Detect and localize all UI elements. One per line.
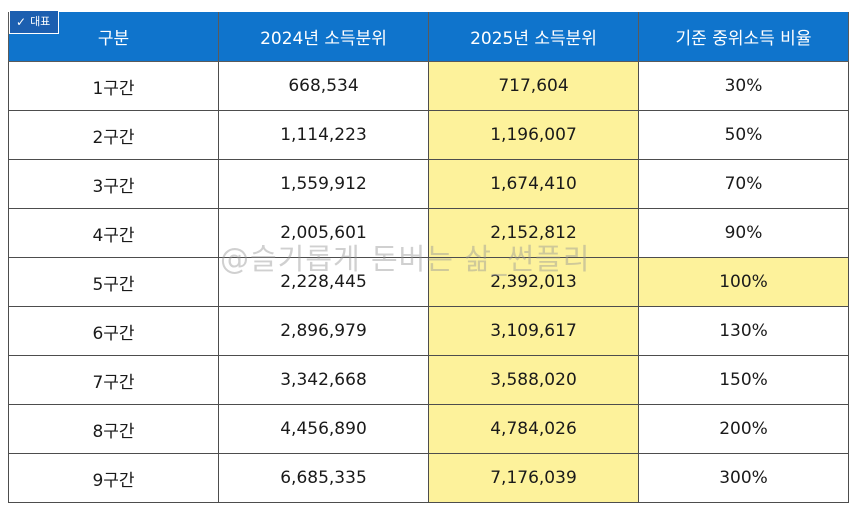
- cell-ratio: 30%: [638, 61, 849, 111]
- check-icon: ✓: [16, 15, 27, 29]
- cell-ratio: 200%: [638, 404, 849, 454]
- cell-ratio: 70%: [638, 159, 849, 209]
- table-row: 8구간 4,456,890 4,784,026 200%: [8, 404, 849, 454]
- cell-category: 6구간: [8, 306, 219, 356]
- cell-2025: 2,392,013: [428, 257, 639, 307]
- cell-ratio: 90%: [638, 208, 849, 258]
- table-row: 4구간 2,005,601 2,152,812 90%: [8, 208, 849, 258]
- cell-2024: 4,456,890: [218, 404, 429, 454]
- cell-ratio: 130%: [638, 306, 849, 356]
- header-2024: 2024년 소득분위: [218, 12, 429, 62]
- cell-2024: 2,005,601: [218, 208, 429, 258]
- cell-ratio: 50%: [638, 110, 849, 160]
- table-row: 9구간 6,685,335 7,176,039 300%: [8, 453, 849, 503]
- table-row: 3구간 1,559,912 1,674,410 70%: [8, 159, 849, 209]
- cell-2025: 3,109,617: [428, 306, 639, 356]
- table-row: 5구간 2,228,445 2,392,013 100%: [8, 257, 849, 307]
- cell-ratio: 150%: [638, 355, 849, 405]
- table-row: 7구간 3,342,668 3,588,020 150%: [8, 355, 849, 405]
- cell-2024: 2,896,979: [218, 306, 429, 356]
- cell-category: 3구간: [8, 159, 219, 209]
- cell-2024: 1,559,912: [218, 159, 429, 209]
- cell-2025: 3,588,020: [428, 355, 639, 405]
- cell-category: 9구간: [8, 453, 219, 503]
- cell-2025: 717,604: [428, 61, 639, 111]
- table-row: 1구간 668,534 717,604 30%: [8, 61, 849, 111]
- badge-label: 대표: [30, 15, 51, 28]
- cell-category: 8구간: [8, 404, 219, 454]
- income-bracket-table: 구분 2024년 소득분위 2025년 소득분위 기준 중위소득 비율 1구간 …: [8, 12, 849, 503]
- cell-2025: 4,784,026: [428, 404, 639, 454]
- cell-2024: 3,342,668: [218, 355, 429, 405]
- cell-category: 1구간: [8, 61, 219, 111]
- representative-badge[interactable]: ✓ 대표: [9, 10, 60, 34]
- header-2025: 2025년 소득분위: [428, 12, 639, 62]
- cell-2024: 2,228,445: [218, 257, 429, 307]
- cell-ratio: 100%: [638, 257, 849, 307]
- cell-2025: 2,152,812: [428, 208, 639, 258]
- cell-2025: 1,196,007: [428, 110, 639, 160]
- table-row: 2구간 1,114,223 1,196,007 50%: [8, 110, 849, 160]
- cell-2024: 1,114,223: [218, 110, 429, 160]
- cell-ratio: 300%: [638, 453, 849, 503]
- cell-category: 4구간: [8, 208, 219, 258]
- cell-2024: 668,534: [218, 61, 429, 111]
- cell-2025: 7,176,039: [428, 453, 639, 503]
- cell-2025: 1,674,410: [428, 159, 639, 209]
- header-row: 구분 2024년 소득분위 2025년 소득분위 기준 중위소득 비율: [8, 12, 849, 62]
- header-median-ratio: 기준 중위소득 비율: [638, 12, 849, 62]
- table-row: 6구간 2,896,979 3,109,617 130%: [8, 306, 849, 356]
- cell-category: 7구간: [8, 355, 219, 405]
- cell-category: 2구간: [8, 110, 219, 160]
- cell-category: 5구간: [8, 257, 219, 307]
- cell-2024: 6,685,335: [218, 453, 429, 503]
